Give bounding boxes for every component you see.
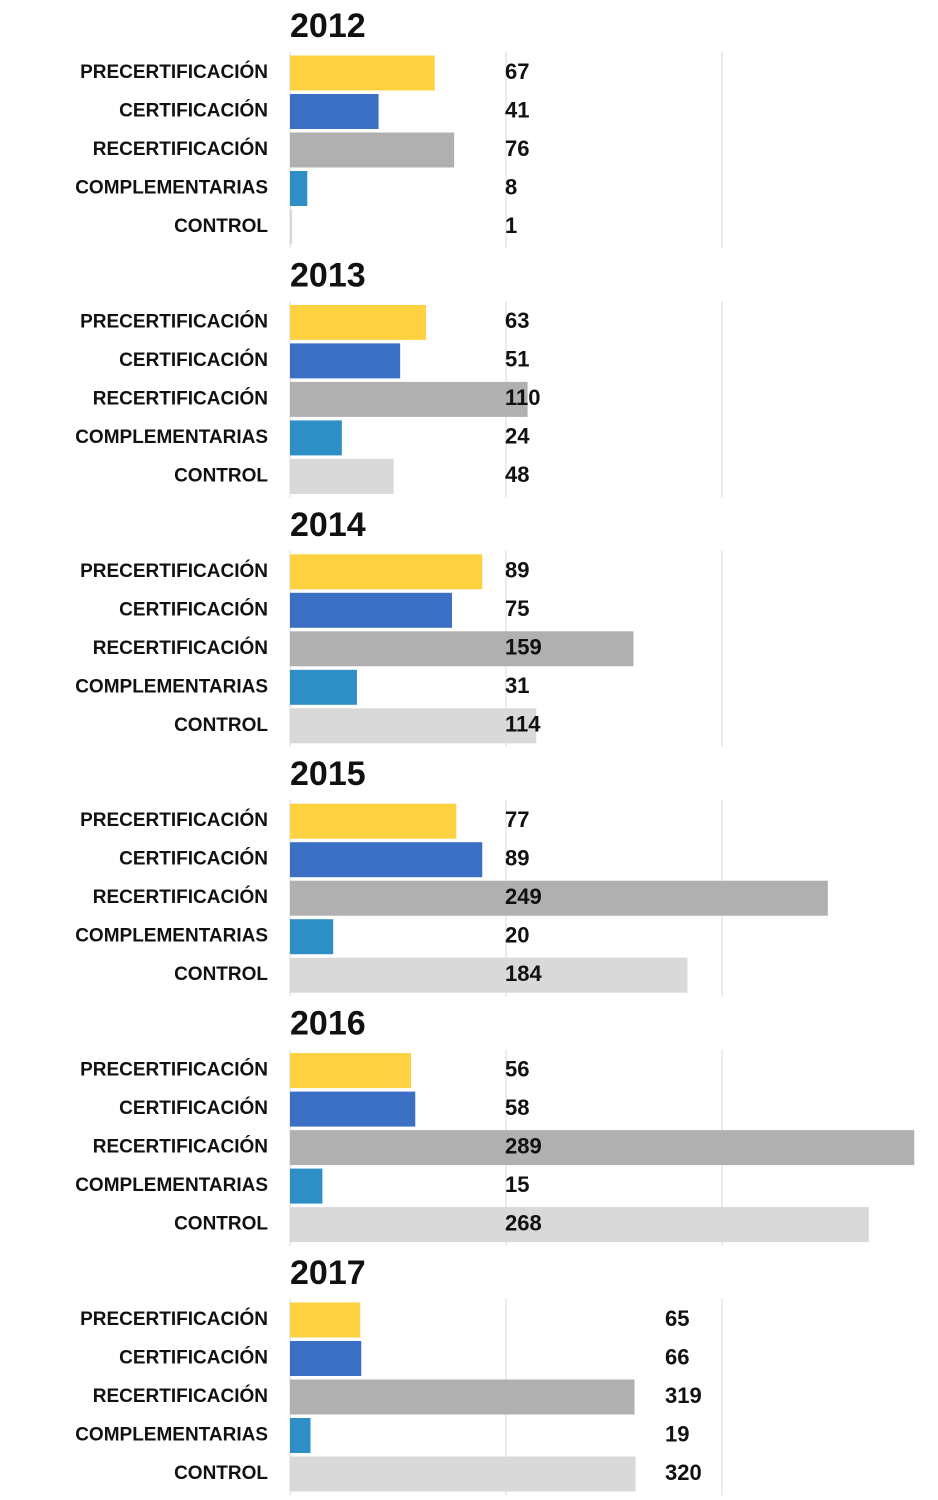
value-label: 63 <box>505 308 529 333</box>
panel-title: 2013 <box>290 256 366 294</box>
value-label: 268 <box>505 1210 542 1235</box>
panel-title: 2014 <box>290 506 366 544</box>
category-label: CERTIFICACIÓN <box>119 1347 268 1369</box>
category-label: PRECERTIFICACIÓN <box>80 1308 268 1330</box>
category-label: RECERTIFICACIÓN <box>93 138 268 160</box>
value-label: 76 <box>505 136 529 161</box>
category-label: PRECERTIFICACIÓN <box>80 310 268 332</box>
category-label: CONTROL <box>174 715 268 736</box>
bar <box>290 669 357 705</box>
bar <box>290 55 435 91</box>
value-label: 19 <box>665 1421 689 1446</box>
category-label: COMPLEMENTARIAS <box>75 178 268 199</box>
bar <box>290 94 379 129</box>
value-label: 89 <box>505 846 529 871</box>
value-label: 31 <box>505 673 529 698</box>
category-label: PRECERTIFICACIÓN <box>80 560 268 582</box>
bar <box>290 209 293 245</box>
value-label: 15 <box>505 1172 529 1197</box>
panel-title: 2012 <box>290 7 366 45</box>
bar <box>290 1207 869 1243</box>
value-label: 319 <box>665 1383 702 1408</box>
bar <box>290 880 828 916</box>
bar <box>290 957 688 993</box>
category-label: CONTROL <box>174 1463 268 1484</box>
category-label: COMPLEMENTARIAS <box>75 676 268 697</box>
bar <box>290 1379 635 1415</box>
bar <box>290 132 455 168</box>
category-label: CONTROL <box>174 1214 268 1235</box>
value-label: 67 <box>505 59 529 84</box>
bar <box>290 1341 362 1376</box>
category-label: CERTIFICACIÓN <box>119 848 268 870</box>
category-label: RECERTIFICACIÓN <box>93 637 268 659</box>
bar <box>290 458 394 494</box>
value-label: 8 <box>505 174 517 199</box>
value-label: 58 <box>505 1095 529 1120</box>
value-label: 320 <box>665 1460 702 1485</box>
bar <box>290 631 634 667</box>
value-label: 77 <box>505 807 529 832</box>
bar <box>290 171 308 206</box>
bar <box>290 1130 915 1166</box>
bar <box>290 919 334 955</box>
category-label: CONTROL <box>174 964 268 985</box>
bar <box>290 1053 411 1089</box>
bar <box>290 803 457 839</box>
category-label: CONTROL <box>174 216 268 237</box>
value-label: 159 <box>505 635 542 660</box>
value-label: 1 <box>505 213 517 238</box>
value-label: 184 <box>505 961 542 986</box>
value-label: 48 <box>505 462 529 487</box>
value-label: 89 <box>505 558 529 583</box>
category-label: CONTROL <box>174 465 268 486</box>
category-label: COMPLEMENTARIAS <box>75 926 268 947</box>
category-label: PRECERTIFICACIÓN <box>80 61 268 83</box>
value-label: 289 <box>505 1133 542 1158</box>
bar <box>290 592 452 628</box>
bar <box>290 343 401 379</box>
bar <box>290 1168 323 1204</box>
bar <box>290 420 342 456</box>
bar <box>290 1091 416 1127</box>
value-label: 66 <box>665 1344 689 1369</box>
value-label: 114 <box>505 712 541 737</box>
value-label: 56 <box>505 1056 529 1081</box>
panel-title: 2015 <box>290 755 366 793</box>
category-label: CERTIFICACIÓN <box>119 100 268 122</box>
panel-title: 2016 <box>290 1005 366 1043</box>
value-label: 51 <box>505 347 529 372</box>
category-label: COMPLEMENTARIAS <box>75 1425 268 1446</box>
bar <box>290 1418 311 1453</box>
value-label: 110 <box>505 385 541 410</box>
value-label: 20 <box>505 923 529 948</box>
bar <box>290 1302 361 1338</box>
bar <box>290 842 483 878</box>
value-label: 24 <box>505 424 530 449</box>
category-label: CERTIFICACIÓN <box>119 1097 268 1119</box>
value-label: 249 <box>505 884 542 909</box>
category-label: RECERTIFICACIÓN <box>93 1385 268 1407</box>
category-label: RECERTIFICACIÓN <box>93 1136 268 1158</box>
bar <box>290 1456 636 1492</box>
category-label: COMPLEMENTARIAS <box>75 427 268 448</box>
category-label: PRECERTIFICACIÓN <box>80 809 268 831</box>
value-label: 75 <box>505 596 529 621</box>
category-label: COMPLEMENTARIAS <box>75 1175 268 1196</box>
category-label: RECERTIFICACIÓN <box>93 886 268 908</box>
panel-title: 2017 <box>290 1254 366 1292</box>
value-label: 65 <box>665 1306 689 1331</box>
category-label: PRECERTIFICACIÓN <box>80 1059 268 1081</box>
category-label: RECERTIFICACIÓN <box>93 387 268 409</box>
bar <box>290 708 537 744</box>
category-label: CERTIFICACIÓN <box>119 598 268 620</box>
value-label: 41 <box>505 97 529 122</box>
bar <box>290 554 483 590</box>
bar <box>290 304 427 340</box>
category-label: CERTIFICACIÓN <box>119 349 268 371</box>
bar <box>290 381 528 417</box>
